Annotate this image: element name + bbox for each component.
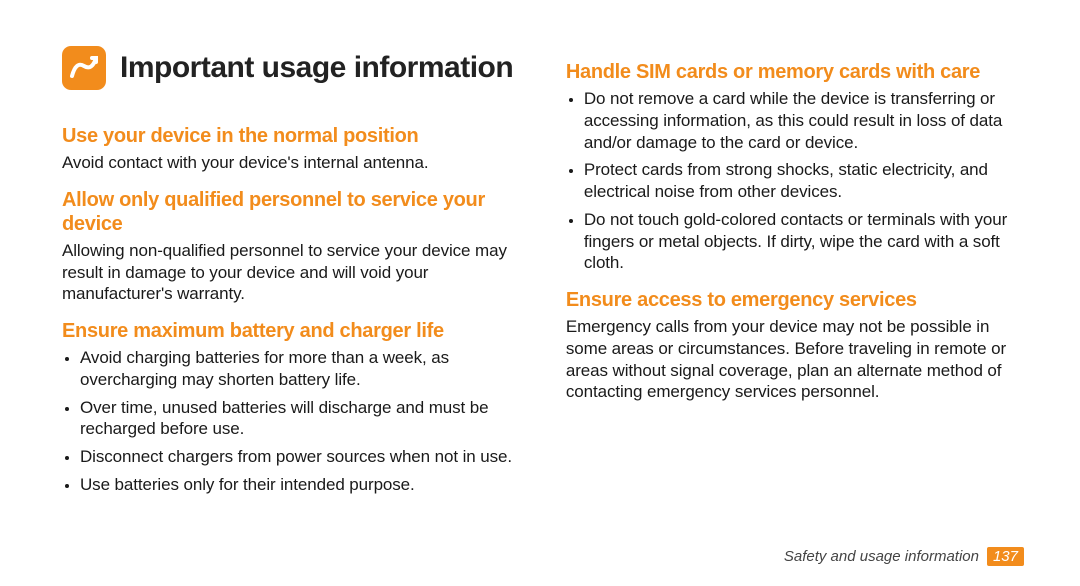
two-column-layout: Important usage information Use your dev… xyxy=(62,46,1024,506)
list-item: Protect cards from strong shocks, static… xyxy=(584,159,1024,203)
page-title-row: Important usage information xyxy=(62,46,530,90)
list-item: Avoid charging batteries for more than a… xyxy=(80,347,530,391)
page-title: Important usage information xyxy=(120,51,513,85)
heading-sim-cards: Handle SIM cards or memory cards with ca… xyxy=(566,60,1024,84)
heading-battery-life: Ensure maximum battery and charger life xyxy=(62,319,530,343)
page-number: 137 xyxy=(987,547,1024,566)
right-column: Handle SIM cards or memory cards with ca… xyxy=(566,46,1024,506)
footer-section-name: Safety and usage information xyxy=(784,548,979,565)
list-item: Over time, unused batteries will dischar… xyxy=(80,397,530,441)
heading-qualified-personnel: Allow only qualified personnel to servic… xyxy=(62,188,530,236)
body-emergency: Emergency calls from your device may not… xyxy=(566,316,1024,403)
heading-normal-position: Use your device in the normal position xyxy=(62,124,530,148)
left-column: Important usage information Use your dev… xyxy=(62,46,530,506)
heading-emergency: Ensure access to emergency services xyxy=(566,288,1024,312)
body-qualified-personnel: Allowing non-qualified personnel to serv… xyxy=(62,240,530,305)
manual-page: Important usage information Use your dev… xyxy=(0,0,1080,586)
list-item: Do not remove a card while the device is… xyxy=(584,88,1024,153)
page-footer: Safety and usage information 137 xyxy=(784,547,1024,566)
body-normal-position: Avoid contact with your device's interna… xyxy=(62,152,530,174)
list-item: Use batteries only for their intended pu… xyxy=(80,474,530,496)
list-battery-life: Avoid charging batteries for more than a… xyxy=(62,347,530,496)
note-icon xyxy=(62,46,106,90)
list-item: Do not touch gold-colored contacts or te… xyxy=(584,209,1024,274)
list-item: Disconnect chargers from power sources w… xyxy=(80,446,530,468)
list-sim-cards: Do not remove a card while the device is… xyxy=(566,88,1024,274)
